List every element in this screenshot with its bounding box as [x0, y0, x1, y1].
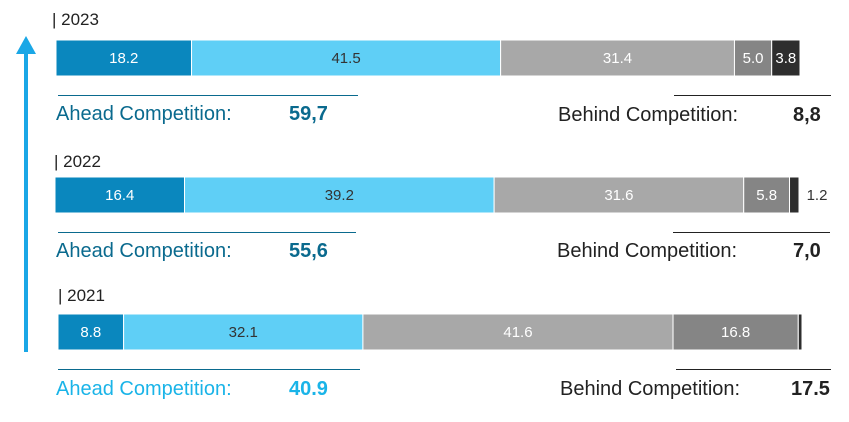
year-label-2023: | 2023 [52, 10, 99, 29]
behind-value-2023: 8,8 [793, 104, 821, 126]
bar-segment-label: 31.4 [603, 50, 632, 67]
behind-label-2021: Behind Competition: [560, 378, 741, 400]
bar-segment-label: 1.2 [807, 187, 828, 204]
bar-segment-label: 31.6 [604, 187, 633, 204]
trend-arrow [16, 36, 36, 352]
year-label-2021: | 2021 [58, 286, 105, 305]
ahead-label-2021: Ahead Competition: [56, 378, 232, 400]
bar-segment-dark [797, 313, 803, 351]
ahead-value-2021: 40.9 [289, 378, 328, 400]
behind-label-2022: Behind Competition: [557, 240, 738, 262]
bar-segment-label: 41.5 [331, 50, 360, 67]
behind-label-2023: Behind Competition: [558, 104, 739, 126]
ahead-label-2023: Ahead Competition: [56, 103, 232, 125]
bar-segment-label: 5.0 [743, 50, 764, 67]
bar-segment-label: 16.8 [721, 324, 750, 341]
behind-rule-2021 [676, 369, 831, 370]
bar-segment-mid-gray [743, 176, 791, 214]
bar-segment-label: 5.8 [756, 187, 777, 204]
bar-segment-label: 32.1 [229, 324, 258, 341]
bar-segment-label: 16.4 [105, 187, 134, 204]
bar-segment-light-gray [500, 39, 735, 77]
behind-value-2022: 7,0 [793, 240, 821, 262]
bar-segment-label: 18.2 [109, 50, 138, 67]
bar-segment-light-gray [362, 313, 674, 351]
bar-segment-label: 3.8 [775, 50, 796, 67]
behind-value-2021: 17.5 [791, 378, 830, 400]
bar-segment-dark-blue [54, 176, 186, 214]
ahead-rule-2021 [58, 369, 360, 370]
bar-segment-label: 39.2 [325, 187, 354, 204]
bar-segment-dark-blue [57, 313, 125, 351]
ahead-rule-2022 [58, 232, 356, 233]
bar-segment-light-blue [191, 39, 502, 77]
bar-segment-label: 41.6 [503, 324, 532, 341]
ahead-label-2022: Ahead Competition: [56, 240, 232, 262]
behind-rule-2023 [674, 95, 831, 96]
behind-rule-2022 [673, 232, 830, 233]
ahead-rule-2023 [58, 95, 358, 96]
bar-segment-mid-gray [672, 313, 799, 351]
bar-segment-light-blue [123, 313, 364, 351]
bar-segment-dark [771, 39, 801, 77]
ahead-value-2023: 59,7 [289, 103, 328, 125]
bar-segment-label: 8.8 [80, 324, 101, 341]
year-label-2022: | 2022 [54, 152, 101, 171]
ahead-value-2022: 55,6 [289, 240, 328, 262]
bar-segment-dark [789, 176, 800, 214]
